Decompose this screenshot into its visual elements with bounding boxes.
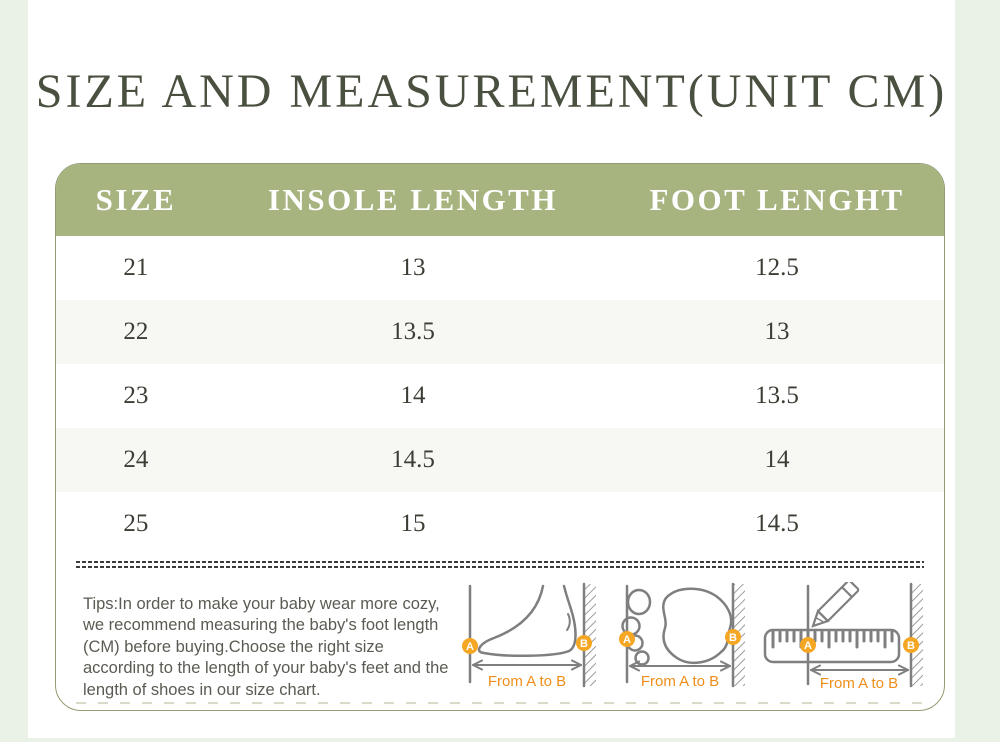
faint-bottom-divider	[76, 702, 924, 704]
point-a-badge: A	[800, 637, 816, 653]
measure-arrow-icon	[629, 660, 731, 672]
wall-hatch-icon	[912, 584, 923, 686]
table-row: 25 15 14.5	[56, 492, 944, 556]
point-b-badge: B	[576, 635, 592, 651]
page-title: SIZE AND MEASUREMENT(UNIT CM)	[35, 65, 948, 118]
tips-text: Tips:In order to make your baby wear mor…	[83, 594, 461, 701]
ankle-crease	[566, 613, 571, 631]
svg-text:A: A	[623, 634, 631, 646]
table-row: 23 14 13.5	[56, 364, 944, 428]
footprint-icon	[621, 587, 733, 666]
point-a-badge: A	[619, 631, 635, 647]
size-table-box: SIZE INSOLE LENGTH FOOT LENGHT 21 13 12.…	[55, 163, 945, 711]
point-b-badge: B	[725, 629, 741, 645]
cell-foot: 14.5	[755, 510, 799, 537]
cell-size: 23	[123, 382, 149, 409]
measure-arrow-icon	[810, 664, 909, 676]
pencil-icon	[811, 582, 860, 628]
measure-label: From A to B	[488, 673, 566, 690]
ruler-measure-diagram: A B From A to B	[763, 582, 923, 692]
cell-size: 21	[123, 254, 149, 281]
table-row: 21 13 12.5	[56, 236, 944, 300]
cell-foot: 13	[764, 318, 790, 345]
header-foot-length: FOOT LENGHT	[649, 182, 905, 217]
header-insole-length: INSOLE LENGTH	[267, 182, 558, 217]
svg-text:A: A	[466, 641, 474, 653]
measure-label: From A to B	[641, 673, 719, 690]
table-row: 22 13.5 13	[56, 300, 944, 364]
cell-insole: 14.5	[391, 446, 435, 473]
foot-outline-icon	[477, 584, 577, 658]
ruler-icon	[763, 628, 901, 664]
svg-text:B: B	[580, 638, 588, 650]
measure-arrow-icon	[472, 659, 582, 671]
cell-insole: 15	[400, 510, 426, 537]
cell-foot: 14	[764, 446, 790, 473]
svg-text:A: A	[804, 640, 812, 652]
tips-line: according to the length of your baby's f…	[83, 659, 449, 678]
cell-foot: 12.5	[755, 254, 799, 281]
cell-insole: 13	[400, 254, 426, 281]
content-panel: SIZE AND MEASUREMENT(UNIT CM) SIZE INSOL…	[28, 0, 955, 738]
cell-insole: 13.5	[391, 318, 435, 345]
tips-line: (CM) before buying.Choose the right size	[83, 637, 384, 656]
point-a-badge: A	[462, 638, 478, 654]
svg-text:B: B	[907, 640, 915, 652]
tips-line: we recommend measuring the baby's foot l…	[83, 616, 439, 635]
svg-text:B: B	[729, 632, 737, 644]
tips-line: Tips:In order to make your baby wear mor…	[83, 595, 440, 613]
wall-hatch-icon	[585, 584, 596, 686]
table-row: 24 14.5 14	[56, 428, 944, 492]
table-header-row: SIZE INSOLE LENGTH FOOT LENGHT	[56, 164, 944, 236]
cell-size: 25	[123, 510, 149, 537]
header-size: SIZE	[95, 182, 177, 217]
cell-foot: 13.5	[755, 382, 799, 409]
measure-label: From A to B	[820, 675, 898, 692]
tips-line: length of shoes in our size chart.	[83, 680, 321, 699]
point-b-badge: B	[903, 637, 919, 653]
dashed-divider	[76, 561, 924, 569]
cell-size: 24	[123, 446, 149, 473]
cell-insole: 14	[400, 382, 426, 409]
footprint-measure-diagram: A B From A to B	[619, 582, 745, 690]
foot-side-measure-diagram: A B From A to B	[462, 582, 596, 690]
cell-size: 22	[123, 318, 149, 345]
